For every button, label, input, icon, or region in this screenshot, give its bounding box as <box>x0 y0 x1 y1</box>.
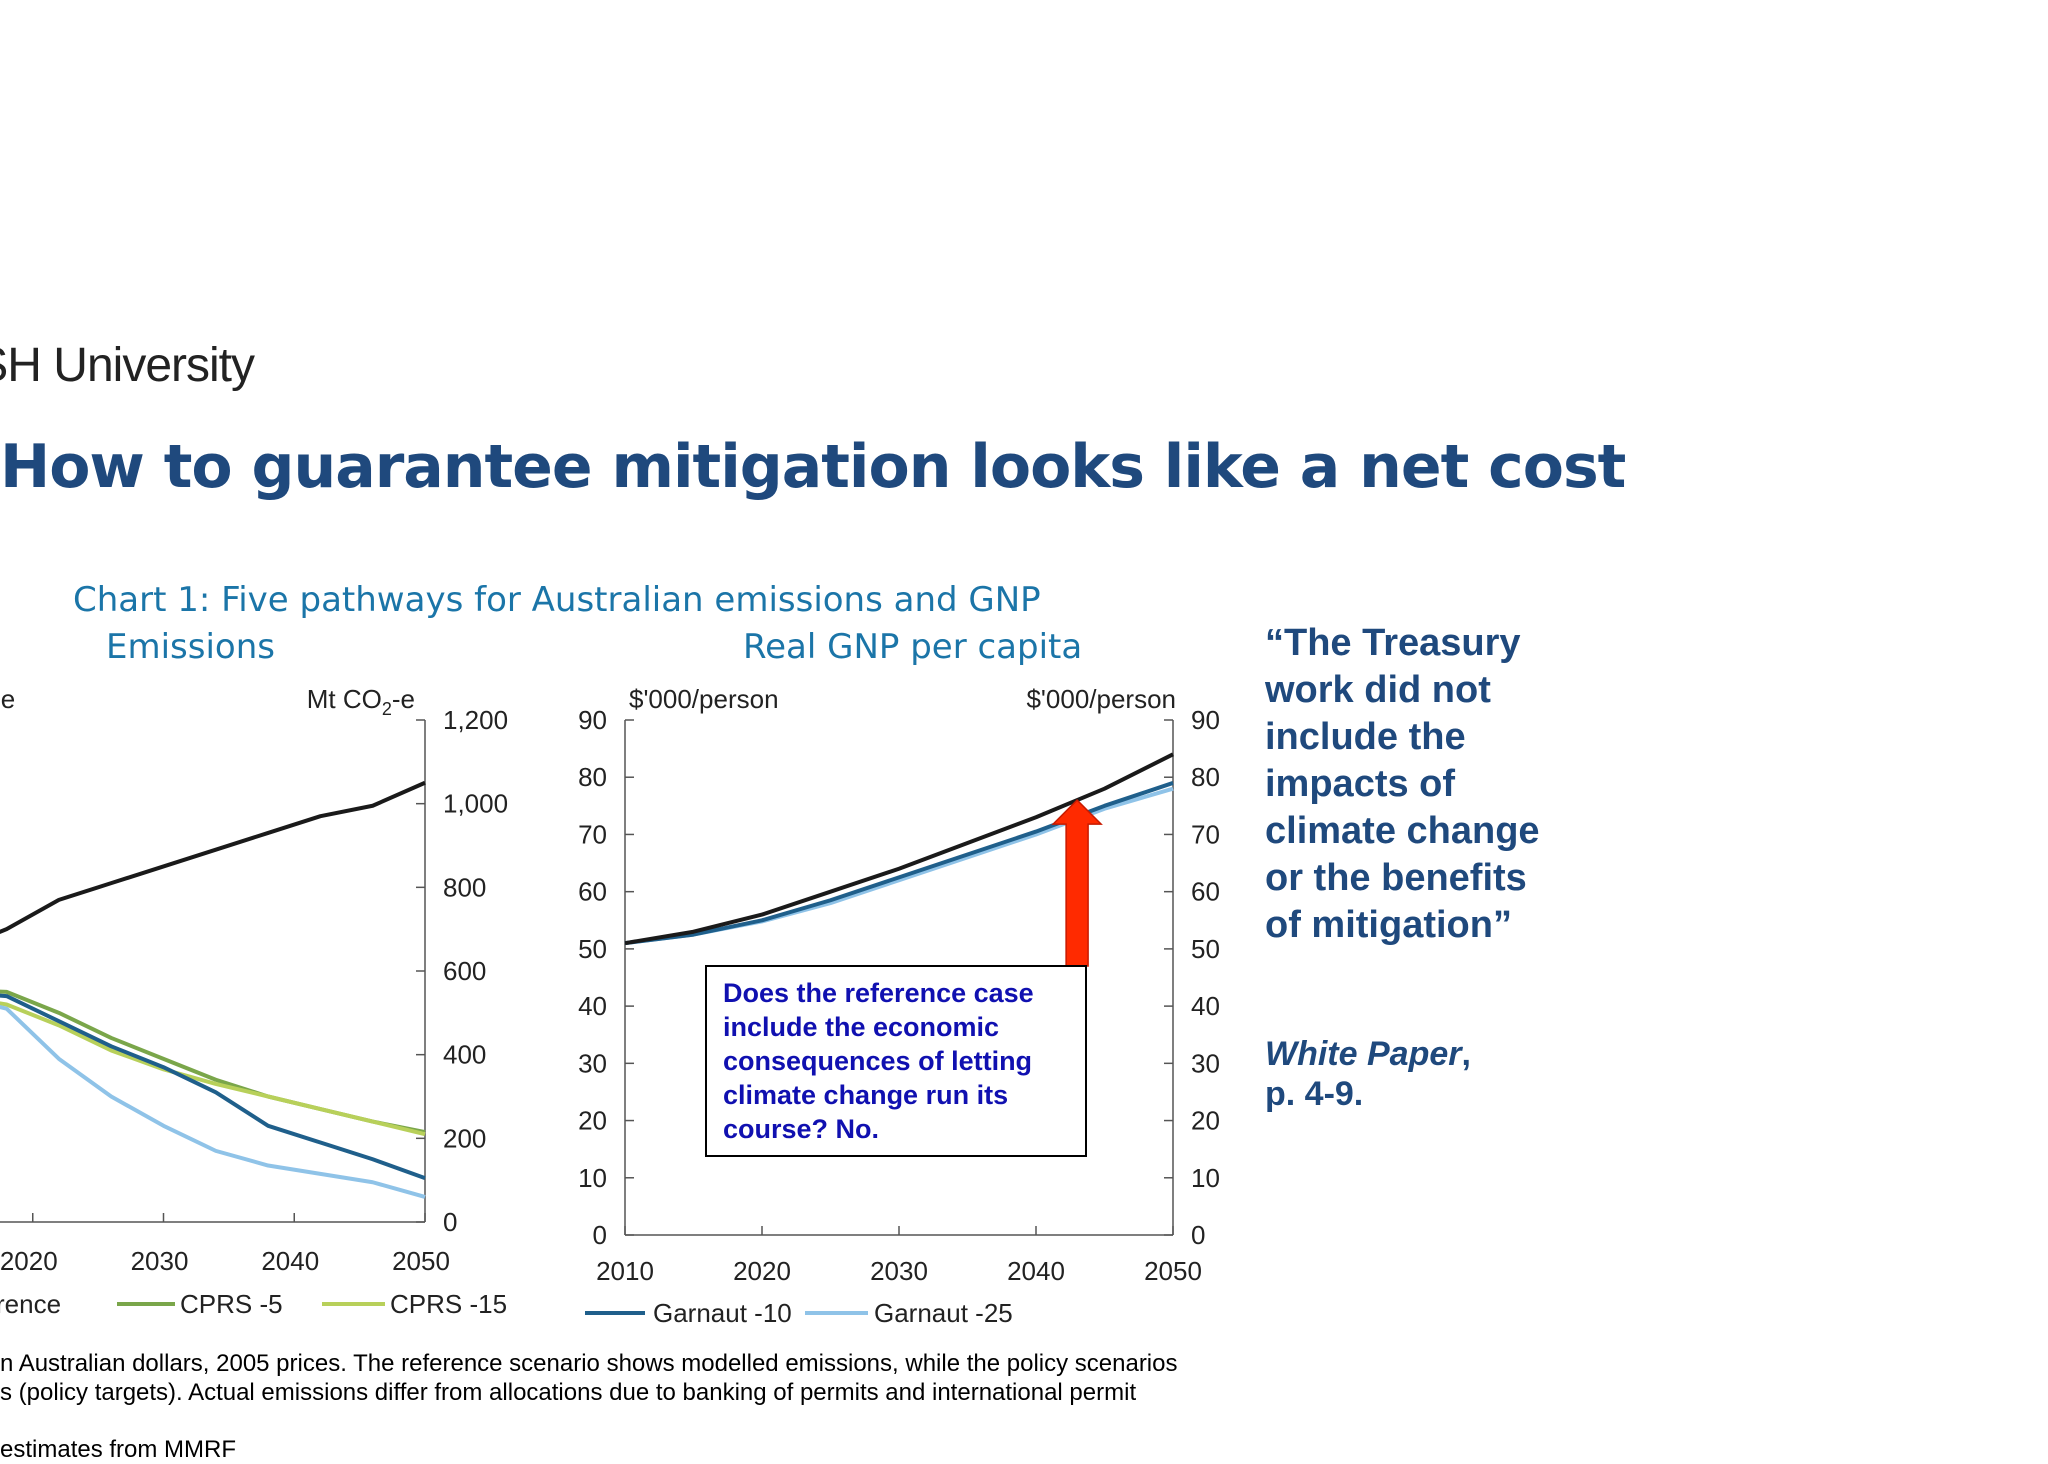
gnp-x-tick-label: 2030 <box>870 1256 928 1286</box>
gnp-right-tick-label: 20 <box>1191 1106 1220 1136</box>
emissions-series-garnaut-10 <box>0 993 426 1180</box>
gnp-left-tick-label: 10 <box>578 1163 607 1193</box>
gnp-left-tick-label: 0 <box>593 1220 607 1250</box>
gnp-right-tick-label: 50 <box>1191 934 1220 964</box>
gnp-left-tick-label: 30 <box>578 1048 607 1078</box>
emissions-x-tick-label: 2020 <box>0 1246 58 1276</box>
emissions-y-tick-label: 200 <box>443 1123 486 1153</box>
emissions-right-unit-label: Mt CO2-e <box>307 684 415 719</box>
emissions-series-reference <box>0 780 426 934</box>
emissions-x-tick-label: 2040 <box>261 1246 319 1276</box>
emissions-chart-title: Emissions <box>106 627 275 667</box>
emissions-y-tick-label: 1,000 <box>443 789 508 819</box>
gnp-left-tick-label: 50 <box>578 934 607 964</box>
gnp-left-tick-label: 90 <box>578 705 607 735</box>
gnp-left-unit-label: $'000/person <box>629 684 779 714</box>
emissions-y-tick-label: 400 <box>443 1040 486 1070</box>
gnp-legend-label: Garnaut -25 <box>874 1298 1013 1328</box>
red-arrow-annotation <box>1051 799 1103 967</box>
emissions-x-tick-label: 2050 <box>392 1246 450 1276</box>
emissions-legend-label: CPRS -15 <box>390 1289 507 1319</box>
gnp-right-tick-label: 60 <box>1191 877 1220 907</box>
emissions-chart: 0 200 400 600 800 1,000 1,200 2020 2030 2040 2050 M… <box>0 684 508 1319</box>
emissions-legend-label: CPRS -5 <box>180 1289 283 1319</box>
emissions-series-garnaut-25 <box>0 1005 426 1199</box>
gnp-right-unit-label: $'000/person <box>1026 684 1176 714</box>
source-title: White Paper <box>1265 1035 1462 1073</box>
gnp-series-reference <box>624 752 1174 946</box>
gnp-left-tick-label: 70 <box>578 819 607 849</box>
emissions-left-unit-label: Mt CO2-e <box>0 684 15 719</box>
footnote-line-1: n Australian dollars, 2005 prices. The r… <box>0 1350 1178 1377</box>
gnp-right-tick-label: 30 <box>1191 1048 1220 1078</box>
gnp-right-tick-label: 90 <box>1191 705 1220 735</box>
source-comma: , <box>1461 1035 1471 1073</box>
footnote-line-2: s (policy targets). Actual emissions dif… <box>0 1379 1137 1406</box>
emissions-y-tick-label: 1,200 <box>443 705 508 735</box>
gnp-right-tick-label: 10 <box>1191 1163 1220 1193</box>
gnp-left-tick-label: 40 <box>578 991 607 1021</box>
gnp-right-tick-label: 40 <box>1191 991 1220 1021</box>
question-callout: Does the reference case include the econ… <box>705 965 1087 1157</box>
logo-text: ASH University <box>0 339 255 392</box>
treasury-quote: “The Treasury work did not include the i… <box>1265 622 1540 946</box>
slide-title: How to guarantee mitigation looks like a… <box>0 432 1626 502</box>
footnote-line-3: estimates from MMRF <box>0 1436 237 1463</box>
gnp-left-tick-label: 80 <box>578 762 607 792</box>
gnp-legend-label: Garnaut -10 <box>653 1298 792 1328</box>
emissions-legend-label: rence <box>0 1289 61 1319</box>
gnp-x-tick-label: 2010 <box>596 1256 654 1286</box>
gnp-right-tick-label: 70 <box>1191 819 1220 849</box>
gnp-x-tick-label: 2040 <box>1007 1256 1065 1286</box>
chart-heading: Chart 1: Five pathways for Australian em… <box>73 580 1041 620</box>
gnp-x-tick-label: 2050 <box>1144 1256 1202 1286</box>
gnp-chart-title: Real GNP per capita <box>743 627 1083 667</box>
gnp-series-garnaut-10 <box>624 781 1174 946</box>
gnp-right-tick-label: 0 <box>1191 1220 1205 1250</box>
source-page: p. 4-9. <box>1265 1075 1364 1113</box>
emissions-y-tick-label: 600 <box>443 956 486 986</box>
emissions-x-tick-label: 2030 <box>131 1246 189 1276</box>
gnp-left-tick-label: 20 <box>578 1106 607 1136</box>
university-logo: ASH University <box>0 338 260 398</box>
gnp-left-tick-label: 60 <box>578 877 607 907</box>
gnp-right-tick-label: 80 <box>1191 762 1220 792</box>
emissions-y-tick-label: 0 <box>443 1207 457 1237</box>
quote-source: White Paper, p. 4-9. <box>1265 1034 1471 1114</box>
gnp-x-tick-label: 2020 <box>733 1256 791 1286</box>
emissions-y-tick-label: 800 <box>443 872 486 902</box>
